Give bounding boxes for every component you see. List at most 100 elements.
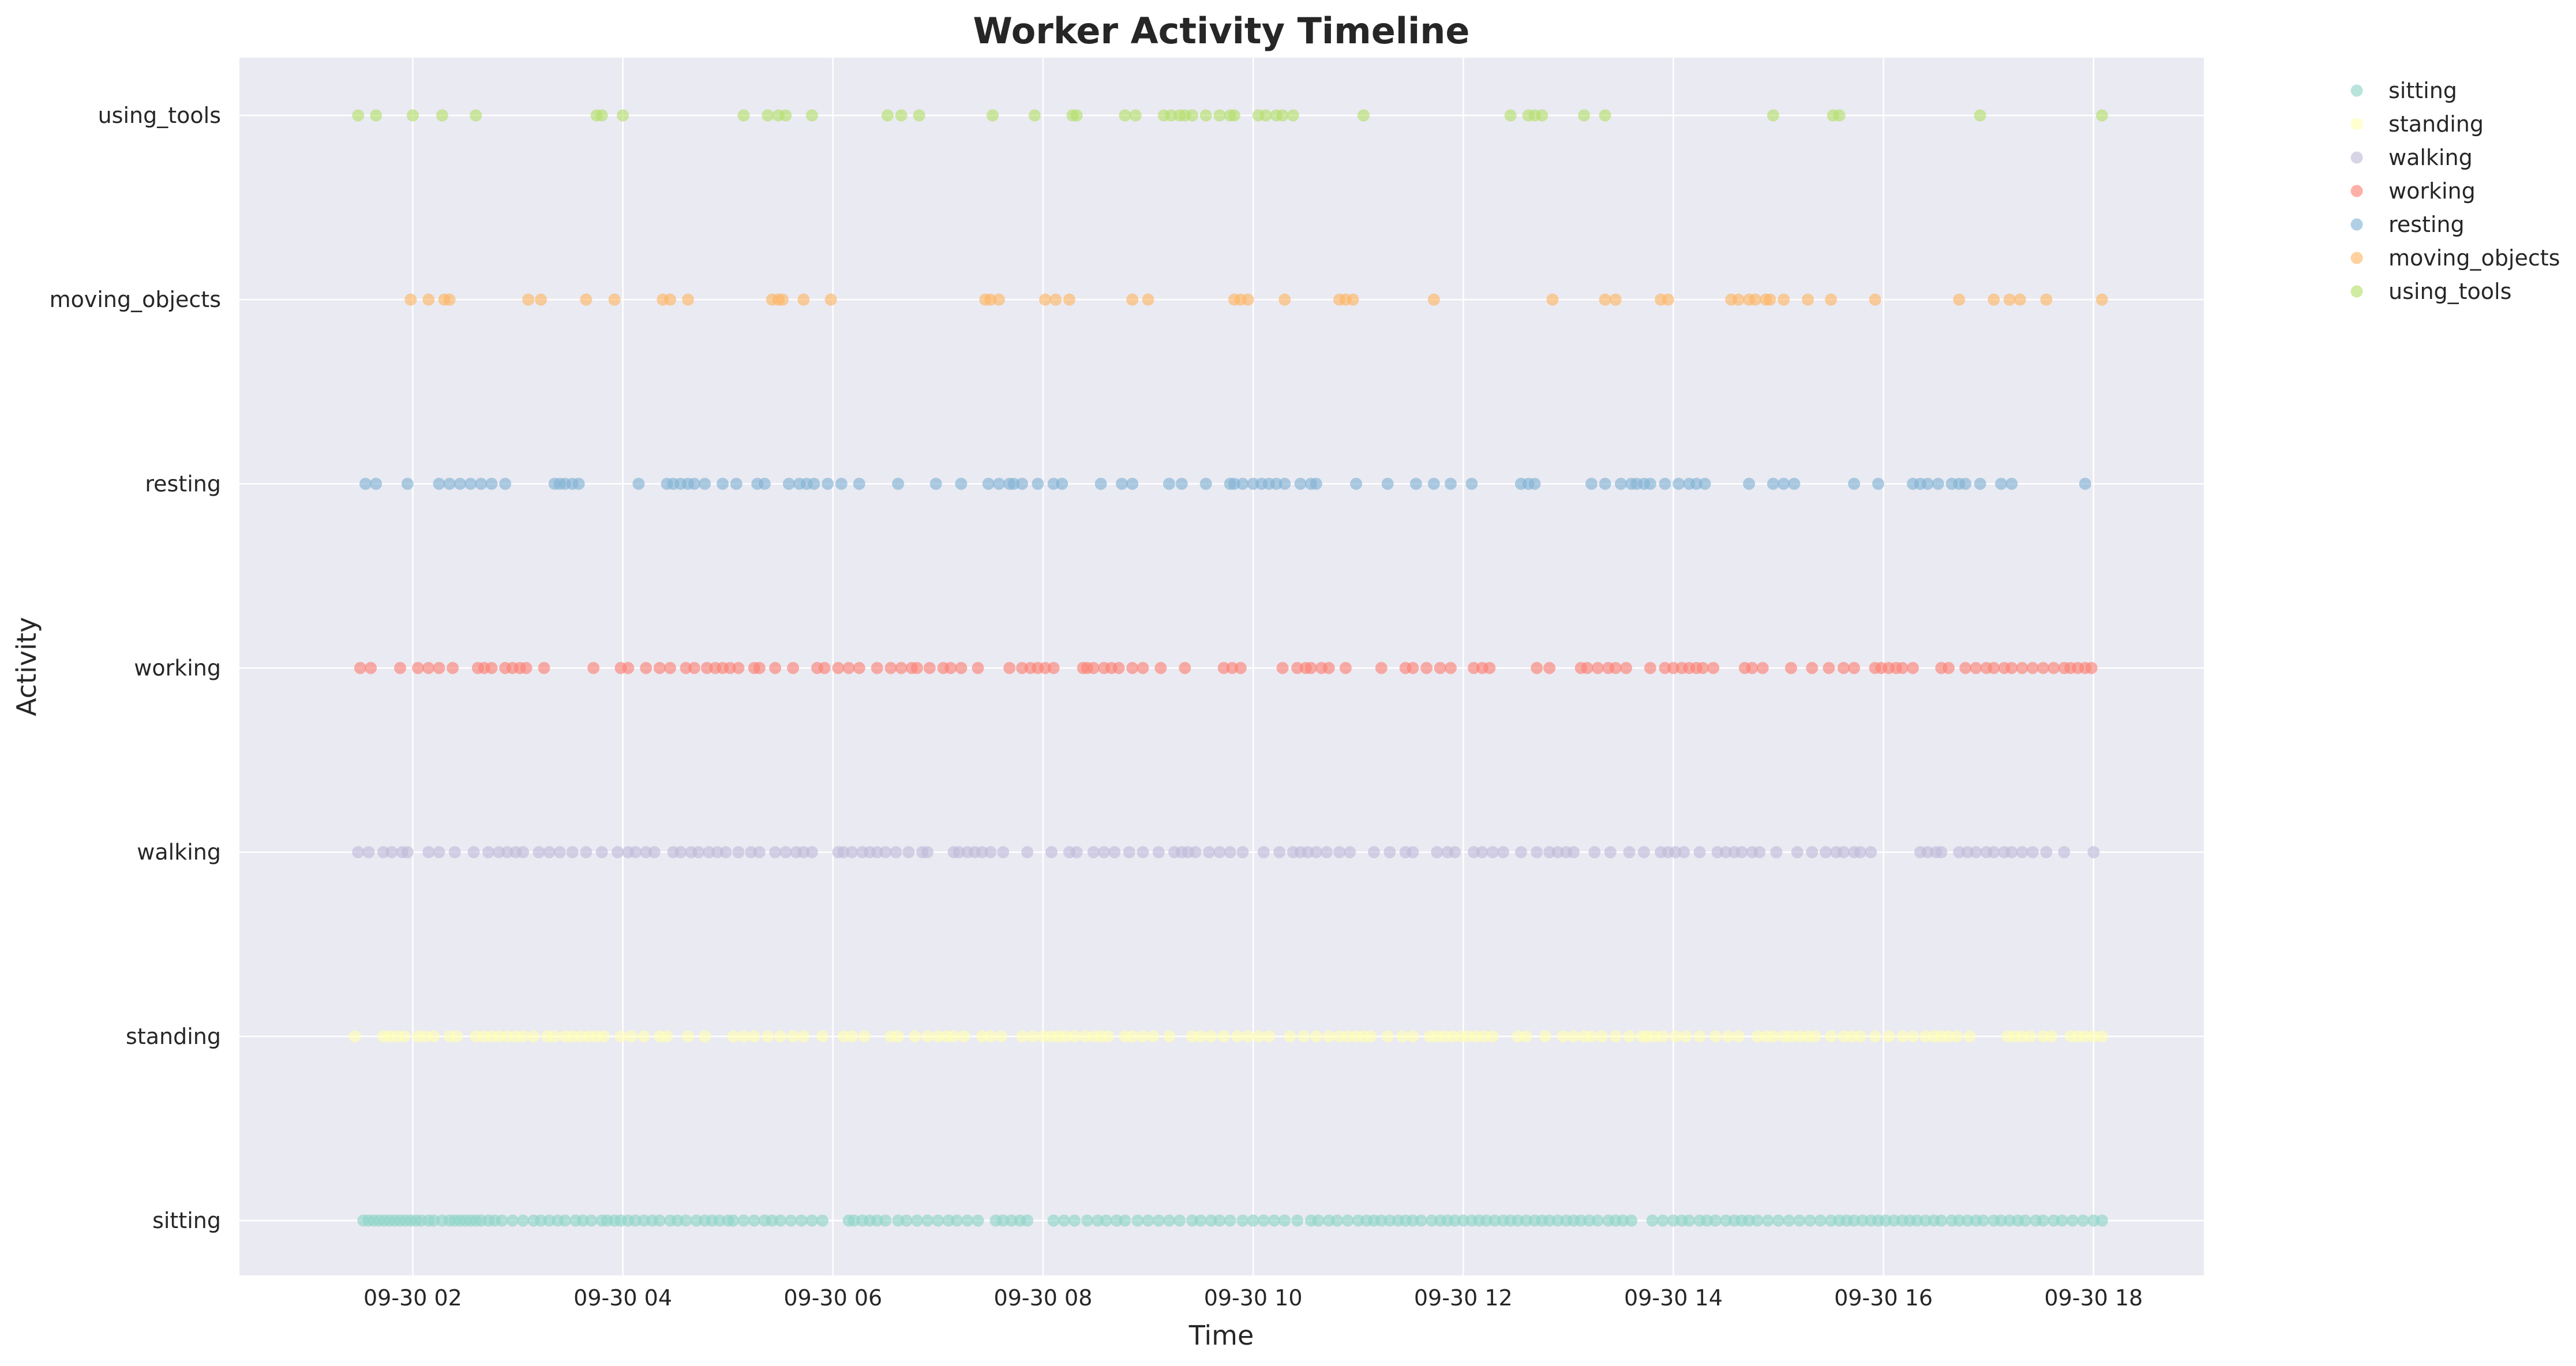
- data-point: [587, 662, 600, 674]
- data-point: [1764, 293, 1776, 306]
- data-point: [1620, 662, 1633, 674]
- data-point: [447, 662, 459, 674]
- data-point: [879, 1214, 892, 1227]
- data-point: [879, 846, 892, 859]
- data-point: [913, 109, 925, 122]
- data-point: [598, 1030, 610, 1043]
- data-point: [496, 1214, 508, 1227]
- data-point: [1953, 293, 1966, 306]
- data-point: [1749, 293, 1761, 306]
- data-point: [1234, 662, 1247, 674]
- data-point: [1961, 846, 1974, 859]
- data-point: [1137, 1030, 1149, 1043]
- data-point: [1236, 477, 1249, 490]
- data-point: [1690, 477, 1703, 490]
- data-point: [1186, 109, 1199, 122]
- data-point: [837, 846, 850, 859]
- data-point: [1465, 477, 1478, 490]
- data-point: [580, 846, 593, 859]
- data-point: [1683, 1214, 1696, 1227]
- data-point: [1539, 1030, 1551, 1043]
- x-tick-label: 09-30 06: [783, 1285, 882, 1311]
- data-point: [640, 846, 653, 859]
- data-point: [2005, 846, 2018, 859]
- data-point: [1711, 846, 1724, 859]
- data-point: [1407, 662, 1419, 674]
- data-point: [1016, 662, 1029, 674]
- data-point: [428, 1214, 440, 1227]
- data-points: [348, 109, 2108, 1227]
- y-axis-ticks: sitting standing walking working resting movi…: [50, 103, 221, 1233]
- data-point: [433, 846, 445, 859]
- data-point: [1767, 109, 1779, 122]
- data-point: [1449, 846, 1461, 859]
- data-point: [1407, 1030, 1419, 1043]
- data-point: [972, 662, 984, 674]
- data-point: [692, 846, 705, 859]
- data-point: [493, 846, 505, 859]
- data-point: [688, 662, 700, 674]
- data-point: [1131, 1214, 1144, 1227]
- data-point: [1236, 846, 1249, 859]
- data-point: [1837, 662, 1850, 674]
- data-point: [1247, 1214, 1259, 1227]
- data-point: [900, 1214, 913, 1227]
- data-point: [1659, 662, 1671, 674]
- data-point: [2077, 1214, 2090, 1227]
- data-point: [853, 662, 865, 674]
- data-point: [1047, 477, 1060, 490]
- data-point: [2056, 1214, 2068, 1227]
- data-point: [398, 1030, 411, 1043]
- data-point: [732, 662, 745, 674]
- data-point: [1770, 846, 1783, 859]
- data-point: [1865, 846, 1877, 859]
- data-point: [1431, 846, 1443, 859]
- data-point: [1003, 662, 1016, 674]
- data-point: [1276, 662, 1289, 674]
- data-point: [787, 662, 800, 674]
- data-point: [1919, 1214, 1932, 1227]
- data-point: [1257, 1214, 1270, 1227]
- legend-label: moving_objects: [2388, 245, 2560, 271]
- data-point: [1644, 662, 1656, 674]
- data-point: [1483, 662, 1496, 674]
- y-axis-label: Activity: [11, 617, 42, 716]
- data-point: [517, 1030, 530, 1043]
- data-point: [955, 477, 968, 490]
- data-point: [2079, 1030, 2091, 1043]
- data-point: [1276, 109, 1289, 122]
- data-point: [470, 109, 482, 122]
- data-point: [1814, 1214, 1827, 1227]
- series-using-tools: [352, 109, 2108, 122]
- data-point: [895, 109, 908, 122]
- data-point: [1825, 1030, 1838, 1043]
- data-point: [797, 1030, 810, 1043]
- data-point: [992, 293, 1005, 306]
- data-point: [1284, 1030, 1296, 1043]
- data-point: [818, 662, 831, 674]
- data-point: [2003, 293, 2016, 306]
- data-point: [997, 846, 1010, 859]
- data-point: [1974, 109, 1986, 122]
- data-point: [1751, 1030, 1764, 1043]
- data-point: [1112, 662, 1125, 674]
- data-point: [1772, 1214, 1785, 1227]
- data-point: [1119, 109, 1131, 122]
- data-point: [1368, 846, 1381, 859]
- data-point: [797, 846, 810, 859]
- data-point: [1806, 846, 1818, 859]
- data-point: [1961, 1214, 1974, 1227]
- data-point: [910, 662, 923, 674]
- data-point: [2040, 846, 2053, 859]
- data-point: [982, 477, 995, 490]
- data-point: [436, 109, 448, 122]
- data-point: [2016, 846, 2028, 859]
- data-point: [1186, 1030, 1199, 1043]
- data-point: [727, 1030, 740, 1043]
- data-point: [1438, 1030, 1451, 1043]
- data-point: [1270, 477, 1283, 490]
- data-point: [1907, 662, 1919, 674]
- data-point: [2005, 477, 2018, 490]
- data-point: [842, 662, 855, 674]
- data-point: [1407, 1214, 1419, 1227]
